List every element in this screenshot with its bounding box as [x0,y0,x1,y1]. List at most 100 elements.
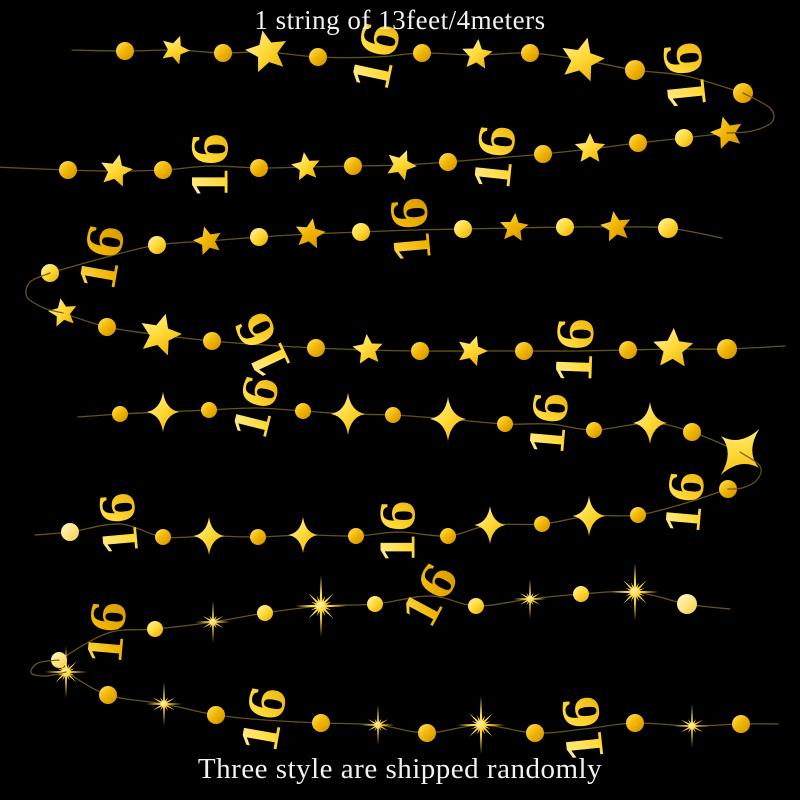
garland-circle [521,44,539,62]
garland-circle [203,332,221,350]
garland-connector [727,451,762,490]
garland-number: 16 [392,555,470,637]
garland-circle [257,605,273,621]
garland-star [291,152,320,181]
garland-strand: 16 16 [44,646,779,765]
garland-number: 16 [223,370,291,445]
garland-connector [726,92,775,134]
garland-circle [312,714,330,732]
garland-circle [658,218,678,238]
caption-top: 1 string of 13feet/4meters [254,5,546,35]
garland-circle [497,416,513,432]
garland-circle [573,586,589,602]
garland-circle [98,318,116,336]
garland-circle [61,523,79,541]
garland-sparkle [193,517,225,555]
garland-starburst [674,704,710,748]
garland-circle [439,153,457,171]
garland-string [726,92,775,134]
garland-circle [309,48,327,66]
garland-circle [515,342,533,360]
garland-circle [307,339,325,357]
garland-sparkle [288,517,318,553]
garland-circle [344,157,362,175]
garland-number: 16 [553,693,616,765]
garland-number: 16 [547,317,605,386]
garland-circle [683,423,701,441]
garland-circle [717,339,737,359]
garland-strand: 16 16 [0,116,742,200]
garland-number: 16 [656,469,715,537]
garland-strand: 16 16 16 [34,469,737,564]
garland-number: 16 [232,682,299,758]
garland-number: 16 [78,599,137,667]
garland-circle [385,407,401,423]
garland-number: 16 [90,490,149,558]
garland-string [25,272,64,314]
garland-circle [214,44,232,62]
garland-star [387,150,417,181]
garland-strand: 16 16 [71,17,753,114]
garland-circle [534,516,550,532]
garland-circle [147,621,163,637]
garland-circle [352,223,370,241]
caption-bottom: Three style are shipped randomly [197,753,603,785]
garland-starburst [611,563,659,621]
garland-circle [367,596,383,612]
garland-circle [250,529,266,545]
garland-string [30,659,67,677]
garland-circle [250,228,268,246]
garland-star [162,35,191,65]
garland-sparkle [474,506,506,544]
garland-star [192,226,221,255]
garland-strand: 16 16 [51,555,731,668]
garland-circle [295,403,311,419]
garland-string [0,132,728,172]
garland-circle [732,715,750,733]
garland-star [462,39,493,69]
garland-star [709,116,742,149]
garland-star [352,334,383,364]
garland-circle [418,724,436,742]
garland-circle [626,714,644,732]
garland-starburst [513,579,547,619]
garland-circle [59,161,77,179]
garland-star [600,211,631,242]
garland-sparkle [572,496,606,536]
garland-circle [116,42,134,60]
garland-string [77,407,741,453]
garland-circle [630,507,646,523]
garland-circle [677,594,697,614]
garland-star [459,335,488,367]
garland-circle [112,406,128,422]
garland-circle [148,236,166,254]
garland-circle [625,60,645,80]
garland-sparkle [146,392,180,432]
garland-circle [440,528,456,544]
garland-number: 16 [381,194,443,265]
garland-star [562,37,605,82]
garland-star [500,213,529,241]
garland-connector [25,272,64,314]
garland-circle [155,529,171,545]
garland-circle [411,342,429,360]
garland-starburst [361,705,395,745]
garland-star [101,154,133,187]
garland-starburst [295,575,347,637]
garland-sparkle [632,402,668,444]
garland-circle [201,402,217,418]
garland-star [574,133,606,162]
garland-number: 16 [70,220,137,296]
garland-circle [619,341,637,359]
garland-string [34,488,729,539]
garland-star [141,313,182,356]
garland-number: 16 [520,390,579,458]
garland-circle [99,686,117,704]
garland-number: 16 [183,133,239,200]
garland-number: 16 [340,17,412,97]
garland-number: 16 [465,122,528,194]
garland-star [245,30,287,73]
garland-circle [556,218,574,236]
